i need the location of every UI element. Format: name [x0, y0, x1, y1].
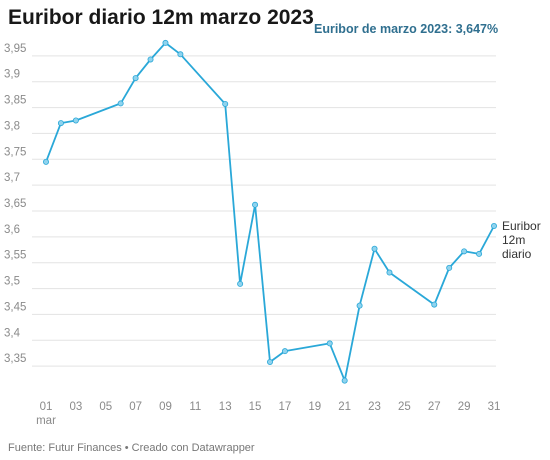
x-tick-label: 25	[398, 401, 411, 413]
chart-subtitle: Euribor de marzo 2023: 3,647%	[314, 22, 499, 36]
x-tick-sublabel: mar	[36, 415, 56, 427]
data-point	[117, 100, 124, 107]
source-footer: Fuente: Futur Finances • Creado con Data…	[8, 442, 255, 454]
data-point	[162, 39, 169, 46]
line-chart: 3,35 3,4 3,45 3,5 3,55 3,6 3,65 3,7 3,75 3,8 3,85 3…	[4, 39, 541, 427]
y-tick-label: 3,35	[4, 353, 26, 365]
data-point	[266, 359, 273, 366]
data-point	[281, 348, 288, 355]
data-point	[222, 100, 229, 107]
data-point	[431, 301, 438, 308]
x-tick-label: 05	[99, 401, 112, 413]
x-tick-label: 23	[368, 401, 381, 413]
y-tick-label: 3,9	[4, 69, 20, 81]
y-tick-label: 3,85	[4, 95, 26, 107]
data-point	[237, 280, 244, 287]
y-tick-label: 3,45	[4, 301, 26, 313]
data-point	[326, 340, 333, 347]
data-point	[461, 248, 468, 255]
data-point	[371, 245, 378, 252]
y-tick-label: 3,75	[4, 146, 26, 158]
data-point	[476, 250, 483, 257]
y-tick-label: 3,7	[4, 172, 20, 184]
x-tick-label: 13	[219, 401, 232, 413]
data-point	[132, 75, 139, 82]
x-tick-label: 21	[338, 401, 351, 413]
chart-title: Euribor diario 12m marzo 2023	[8, 6, 314, 29]
data-point	[147, 56, 154, 63]
data-point	[386, 269, 393, 276]
data-point	[252, 201, 259, 208]
y-tick-label: 3,4	[4, 327, 21, 339]
x-tick-label: 27	[428, 401, 441, 413]
data-point	[57, 120, 64, 127]
x-tick-label: 11	[189, 401, 201, 413]
x-tick-label: 15	[249, 401, 262, 413]
data-point	[177, 51, 184, 58]
x-tick-label: 19	[308, 401, 321, 413]
y-tick-label: 3,65	[4, 198, 26, 210]
series-label: Euribor 12m diario	[502, 219, 541, 261]
data-point	[43, 158, 50, 165]
y-tick-label: 3,55	[4, 250, 26, 262]
y-tick-label: 3,5	[4, 276, 20, 288]
x-tick-label: 29	[458, 401, 471, 413]
data-point	[341, 377, 348, 384]
data-point	[72, 117, 79, 124]
y-tick-label: 3,8	[4, 120, 20, 132]
series-line	[45, 42, 495, 382]
x-tick-label: 31	[488, 401, 501, 413]
data-point	[490, 222, 497, 229]
x-tick-label: 17	[279, 401, 292, 413]
y-tick-label: 3,6	[4, 224, 20, 236]
y-tick-label: 3,95	[4, 43, 26, 55]
x-tick-label: 03	[69, 401, 82, 413]
x-tick-label: 07	[129, 401, 142, 413]
x-tick-label: 09	[159, 401, 172, 413]
data-point	[446, 264, 453, 271]
x-tick-label: 01	[40, 401, 53, 413]
data-point	[356, 302, 363, 309]
